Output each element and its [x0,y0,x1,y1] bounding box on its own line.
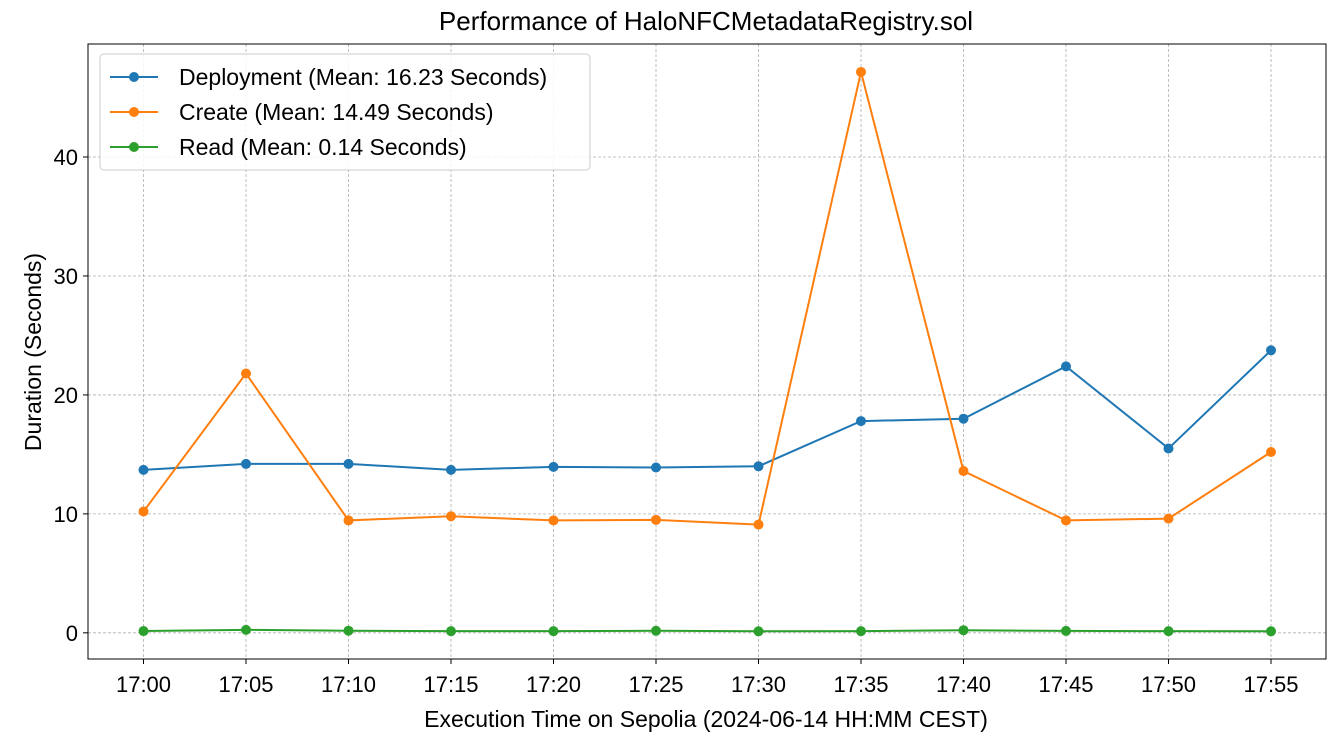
data-point [446,464,456,475]
legend-item: Read (Mean: 0.14 Seconds) [110,134,467,160]
data-point [138,626,149,637]
x-tick-label: 17:30 [731,672,786,697]
x-tick-label: 17:05 [218,672,273,697]
chart-title: Performance of HaloNFCMetadataRegistry.s… [439,6,973,36]
data-point [343,458,354,469]
y-axis-label: Duration (Seconds) [20,253,46,451]
y-tick-label: 0 [66,621,78,646]
series-2 [138,624,1276,637]
data-point [343,625,354,636]
series-layer [138,66,1276,637]
data-point [548,626,559,637]
y-axis: 0 10 20 30 40 [54,145,88,646]
x-axis: 17:00 17:05 17:10 17:15 17:20 17:25 17:30 17:35… [116,659,1299,697]
data-point [1061,625,1071,636]
legend-label: Deployment (Mean: 16.23 Seconds) [179,64,547,90]
legend-marker [129,107,139,117]
data-point [958,625,969,636]
data-point [1061,515,1071,526]
data-point [1266,626,1276,637]
legend-marker [129,72,139,82]
series-0 [138,345,1276,475]
data-point [1266,447,1276,458]
x-tick-label: 17:00 [116,672,171,697]
data-point [1163,513,1174,524]
x-tick-label: 17:35 [833,672,888,697]
data-point [856,626,866,637]
x-tick-label: 17:40 [936,672,991,697]
series-1 [138,66,1276,530]
data-point [446,511,456,522]
y-tick-label: 10 [54,502,78,527]
legend-label: Read (Mean: 0.14 Seconds) [179,134,467,160]
data-point [856,66,866,77]
series-line [143,349,1272,471]
x-tick-label: 17:10 [321,672,376,697]
x-tick-label: 17:45 [1038,672,1093,697]
data-point [1163,443,1174,454]
data-point [1163,626,1174,637]
data-point [958,413,969,424]
data-point [138,506,149,517]
legend-label: Create (Mean: 14.49 Seconds) [179,99,494,125]
x-tick-label: 17:50 [1141,672,1196,697]
legend-box [99,53,591,171]
x-tick-label: 17:55 [1243,672,1298,697]
legend-item: Create (Mean: 14.49 Seconds) [110,99,494,125]
data-point [958,466,969,477]
data-point [241,458,251,469]
legend-item: Deployment (Mean: 16.23 Seconds) [110,64,547,90]
data-point [651,514,661,525]
data-point [753,626,764,637]
data-point [446,626,456,637]
x-tick-label: 17:20 [526,672,581,697]
data-point [1266,345,1276,356]
data-point [241,624,251,635]
x-tick-label: 17:25 [628,672,683,697]
x-axis-label: Execution Time on Sepolia (2024-06-14 HH… [424,706,988,732]
y-tick-label: 40 [54,145,78,170]
x-tick-label: 17:15 [423,672,478,697]
data-point [1061,361,1071,372]
legend: Deployment (Mean: 16.23 Seconds) Create (… [99,53,591,171]
data-point [548,515,559,526]
y-tick-label: 30 [54,264,78,289]
data-point [138,464,149,475]
data-point [651,462,661,473]
data-point [241,368,251,379]
series-line [142,71,1272,526]
data-point [548,461,559,472]
y-tick-label: 20 [54,383,78,408]
data-point [651,625,661,636]
data-point [753,519,764,530]
plot-frame [87,43,1327,660]
legend-marker [129,142,139,152]
data-point [753,461,764,472]
data-point [343,515,354,526]
data-point [856,416,866,427]
series-line [143,628,1272,633]
